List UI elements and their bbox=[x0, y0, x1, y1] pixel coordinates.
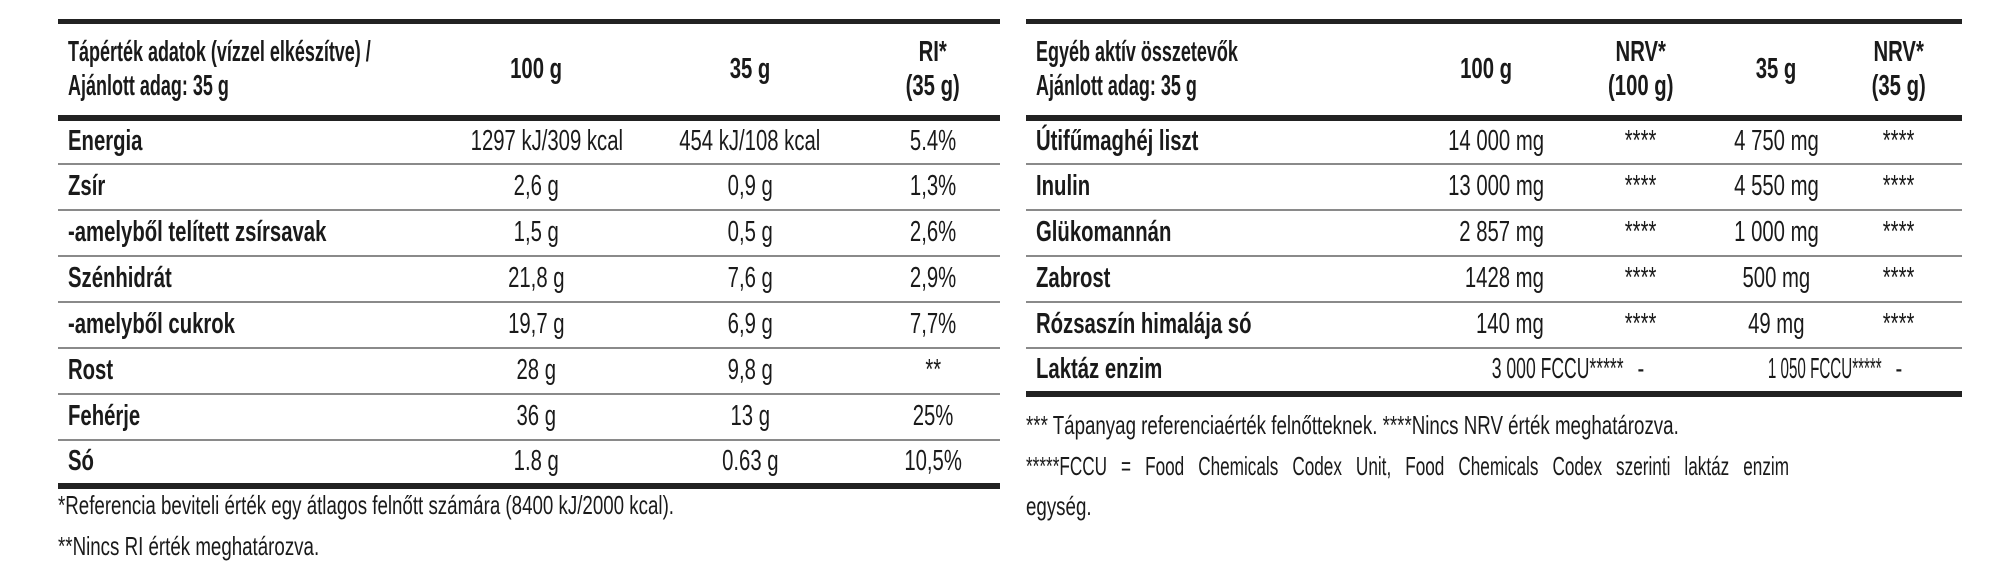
value-100g: 14 000 mg bbox=[1448, 125, 1544, 157]
value-100g: 2,6 g bbox=[513, 170, 559, 202]
value-100g: 19,7 g bbox=[507, 308, 565, 340]
value-nrv-100g: **** bbox=[1625, 170, 1657, 202]
value-nrv-100g: **** bbox=[1625, 262, 1657, 294]
value-nrv-35g: **** bbox=[1883, 308, 1915, 340]
value-nrv-100g: **** bbox=[1625, 216, 1657, 248]
value-35g: 6,9 g bbox=[727, 308, 773, 340]
value-ri: 5.4% bbox=[909, 125, 957, 157]
col-35g: 35 g bbox=[1755, 53, 1797, 86]
nutrition-table: Tápérték adatok (vízzel elkészítve) / Ajá… bbox=[58, 19, 1000, 489]
active-row: Inulin 13 000 mg **** 4 550 mg **** bbox=[1026, 164, 1962, 210]
value-35g: 13 g bbox=[730, 400, 770, 432]
value-nrv-100g: **** bbox=[1625, 125, 1657, 157]
nutrient-name: Fehérje bbox=[68, 400, 141, 432]
nutrition-row: Szénhidrát 21,8 g 7,6 g 2,9% bbox=[58, 256, 1000, 302]
value-35g: 454 kJ/108 kcal bbox=[679, 125, 821, 157]
nutrient-name: -amelyből cukrok bbox=[68, 308, 235, 340]
active-footnote-2: *****FCCU = Food Chemicals Codex Unit, F… bbox=[1026, 451, 1790, 481]
ingredient-name: Inulin bbox=[1036, 170, 1091, 202]
nutrient-name: Energia bbox=[68, 125, 143, 157]
col-nrv-100g: NRV* (100 g) bbox=[1608, 36, 1674, 103]
value-100g: 1.8 g bbox=[513, 445, 559, 477]
value-nrv-35g: **** bbox=[1883, 262, 1915, 294]
nutrition-row: Energia 1297 kJ/309 kcal 454 kJ/108 kcal 5.… bbox=[58, 118, 1000, 164]
nutrition-row: Rost 28 g 9,8 g ** bbox=[58, 348, 1000, 394]
ingredient-name: Glükomannán bbox=[1036, 216, 1172, 248]
active-title: Egyéb aktív összetevők Ajánlott adag: 35 … bbox=[1036, 36, 1238, 103]
active-row: Glükomannán 2 857 mg **** 1 000 mg **** bbox=[1026, 210, 1962, 256]
value-100g: 1297 kJ/309 kcal bbox=[470, 125, 624, 157]
ingredient-name: Útifűmaghéj liszt bbox=[1036, 125, 1199, 157]
value-100g: 3 000 FCCU***** bbox=[1491, 353, 1624, 385]
value-35g: 1 050 FCCU***** bbox=[1767, 353, 1882, 385]
nutrition-row: -amelyből telített zsírsavak 1,5 g 0,5 g 2,… bbox=[58, 210, 1000, 256]
value-100g: 1428 mg bbox=[1464, 262, 1544, 294]
nutrition-row: -amelyből cukrok 19,7 g 6,9 g 7,7% bbox=[58, 302, 1000, 348]
col-35g: 35 g bbox=[729, 53, 771, 86]
value-100g: 2 857 mg bbox=[1459, 216, 1544, 248]
nutrition-row: Só 1.8 g 0.63 g 10,5% bbox=[58, 440, 1000, 486]
value-35g: 500 mg bbox=[1742, 262, 1810, 294]
value-nrv-35g: **** bbox=[1883, 125, 1915, 157]
value-nrv-100g: **** bbox=[1625, 308, 1657, 340]
nutrition-title: Tápérték adatok (vízzel elkészítve) / Ajá… bbox=[68, 36, 371, 103]
nutrition-row: Fehérje 36 g 13 g 25% bbox=[58, 394, 1000, 440]
value-ri: 10,5% bbox=[904, 445, 962, 477]
value-100g: 28 g bbox=[516, 354, 556, 386]
nutrient-name: Rost bbox=[68, 354, 114, 386]
ingredient-name: Laktáz enzim bbox=[1036, 353, 1163, 385]
value-35g: 0,9 g bbox=[727, 170, 773, 202]
col-nrv-35g: NRV* (35 g) bbox=[1871, 36, 1927, 103]
ingredient-name: Zabrost bbox=[1036, 262, 1111, 294]
active-row: Rózsaszín himalája só 140 mg **** 49 mg **** bbox=[1026, 302, 1962, 348]
active-footnote-1: *** Tápanyag referenciaérték felnőttekne… bbox=[1026, 410, 1679, 440]
value-nrv-35g: **** bbox=[1883, 216, 1915, 248]
value-100g: 21,8 g bbox=[507, 262, 565, 294]
value-100g: 140 mg bbox=[1476, 308, 1544, 340]
value-nrv-35g: **** bbox=[1883, 170, 1915, 202]
value-100g: 36 g bbox=[516, 400, 556, 432]
nutrient-name: Szénhidrát bbox=[68, 262, 172, 294]
nutrition-header-row: Tápérték adatok (vízzel elkészítve) / Ajá… bbox=[58, 21, 1000, 118]
active-row: Laktáz enzim 3 000 FCCU***** -1 050 FCCU**… bbox=[1026, 348, 1962, 394]
value-35g: 4 750 mg bbox=[1734, 125, 1819, 157]
nutrient-name: Só bbox=[68, 445, 94, 477]
value-nrv-35g: - bbox=[1895, 353, 1903, 385]
nutrition-footnote-2: **Nincs RI érték meghatározva. bbox=[58, 531, 320, 561]
ingredient-name: Rózsaszín himalája só bbox=[1036, 308, 1252, 340]
nutrient-name: -amelyből telített zsírsavak bbox=[68, 216, 327, 248]
value-35g: 7,6 g bbox=[727, 262, 773, 294]
nutrition-row: Zsír 2,6 g 0,9 g 1,3% bbox=[58, 164, 1000, 210]
active-row: Zabrost 1428 mg **** 500 mg **** bbox=[1026, 256, 1962, 302]
value-35g: 1 000 mg bbox=[1734, 216, 1819, 248]
value-35g: 49 mg bbox=[1747, 308, 1805, 340]
value-ri: 2,9% bbox=[909, 262, 957, 294]
value-nrv-100g: - bbox=[1637, 353, 1645, 385]
value-100g: 13 000 mg bbox=[1448, 170, 1544, 202]
value-100g: 1,5 g bbox=[513, 216, 559, 248]
col-ri: RI* (35 g) bbox=[905, 36, 961, 103]
nutrient-name: Zsír bbox=[68, 170, 106, 202]
value-ri: 7,7% bbox=[909, 308, 957, 340]
value-ri: ** bbox=[925, 354, 941, 386]
value-ri: 2,6% bbox=[909, 216, 957, 248]
active-header-row: Egyéb aktív összetevők Ajánlott adag: 35 … bbox=[1026, 21, 1962, 118]
col-100g: 100 g bbox=[510, 53, 562, 86]
col-100g: 100 g bbox=[1460, 53, 1512, 86]
value-35g: 9,8 g bbox=[727, 354, 773, 386]
value-35g: 4 550 mg bbox=[1734, 170, 1819, 202]
nutrition-footnote-1: *Referencia beviteli érték egy átlagos f… bbox=[58, 490, 675, 520]
value-ri: 1,3% bbox=[909, 170, 957, 202]
active-row: Útifűmaghéj liszt 14 000 mg **** 4 750 mg **… bbox=[1026, 118, 1962, 164]
value-35g: 0,5 g bbox=[727, 216, 773, 248]
active-footnote-3: egység. bbox=[1026, 491, 1092, 521]
value-ri: 25% bbox=[912, 400, 954, 432]
value-35g: 0.63 g bbox=[721, 445, 779, 477]
active-ingredients-table: Egyéb aktív összetevők Ajánlott adag: 35 … bbox=[1026, 19, 1962, 397]
